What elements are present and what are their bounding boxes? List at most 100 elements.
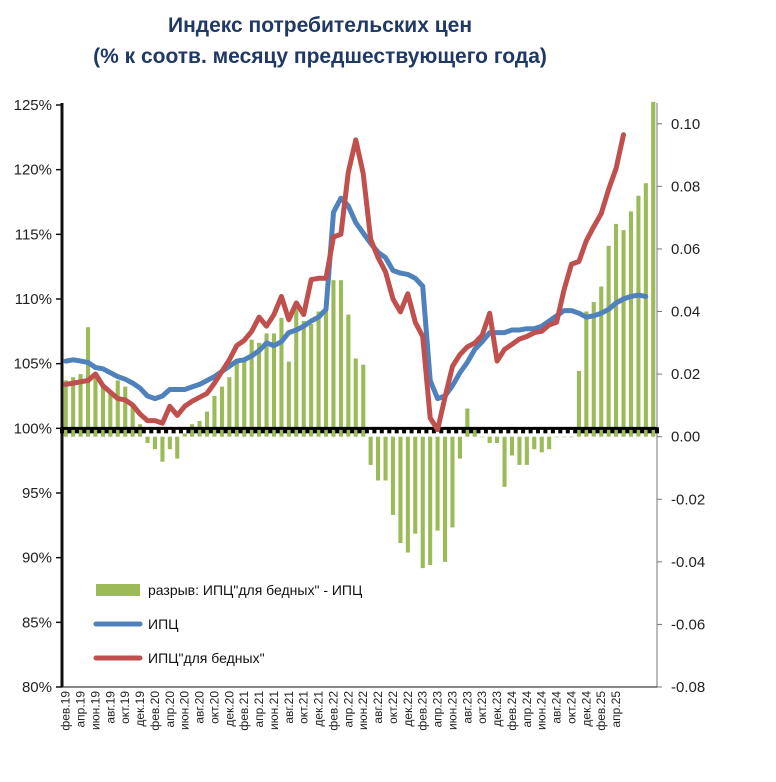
baseline-tick-mark <box>216 427 221 434</box>
gap-bar <box>569 436 574 438</box>
baseline-tick-mark <box>588 427 593 434</box>
legend-label: ИПЦ <box>148 616 179 632</box>
chart-title: Индекс потребительских цен <box>167 14 473 37</box>
ticks-group: 80% 85% 90% 95% 100% 105% 110% 115% 120% 125% -0.0… <box>14 97 706 731</box>
gap-bar <box>547 436 552 450</box>
baseline-tick-mark <box>417 427 421 434</box>
y-left-tick-label: 95% <box>22 485 52 502</box>
baseline-tick-mark <box>201 427 206 434</box>
gap-bar <box>175 436 180 459</box>
baseline-tick-mark <box>112 427 117 434</box>
gap-bar <box>480 436 485 438</box>
baseline-tick-mark <box>104 427 109 434</box>
x-tick-label: дек.23 <box>490 691 504 727</box>
x-tick-label: фев.23 <box>416 691 430 731</box>
baseline-tick-mark <box>379 427 384 434</box>
baseline-tick-mark <box>97 427 102 434</box>
gap-bar <box>331 280 336 437</box>
x-tick-label: авг.19 <box>103 691 117 724</box>
gap-bar <box>152 436 157 450</box>
x-tick-label: дек.19 <box>133 691 147 727</box>
baseline-tick-mark <box>208 427 213 434</box>
baseline-tick-mark <box>320 427 325 434</box>
x-tick-label: июн.20 <box>178 691 192 730</box>
gap-bar <box>182 433 187 437</box>
baseline-tick-mark <box>632 427 637 434</box>
x-tick-label: июн.23 <box>446 691 460 730</box>
x-tick-label: июн.21 <box>267 691 281 730</box>
gap-bar <box>93 374 98 437</box>
gap-bar <box>643 183 648 437</box>
gap-bar <box>428 436 433 565</box>
baseline-tick-mark <box>186 427 191 434</box>
y-left-tick-label: 90% <box>22 550 52 567</box>
gap-bar <box>212 396 217 437</box>
gap-bar <box>621 230 626 437</box>
gap-bar <box>294 308 299 437</box>
gap-bar <box>435 436 440 531</box>
y-left-tick-label: 85% <box>22 614 52 631</box>
baseline-tick-mark <box>253 427 258 434</box>
baseline-tick-mark <box>483 427 488 434</box>
x-tick-label: апр.24 <box>520 691 534 728</box>
baseline-tick-mark <box>610 427 615 434</box>
y-right-tick-label: -0.04 <box>671 554 705 571</box>
gap-bar <box>420 436 425 569</box>
axes-group <box>60 103 659 688</box>
baseline-tick-mark <box>550 427 555 434</box>
gap-bar <box>502 436 507 487</box>
gap-bar <box>316 311 321 437</box>
x-tick-label: авг.22 <box>371 691 385 724</box>
baseline-tick-mark <box>431 427 436 434</box>
x-tick-label: апр.23 <box>431 691 445 728</box>
y-right-tick-label: 0.06 <box>671 241 700 258</box>
baseline-tick-mark <box>491 427 496 434</box>
gap-bar <box>227 377 232 437</box>
gap-bar <box>234 361 239 437</box>
baseline-tick-mark <box>67 427 72 434</box>
gap-bar <box>286 361 291 437</box>
baseline-tick-mark <box>647 427 652 434</box>
x-tick-label: дек.24 <box>579 691 593 727</box>
baseline-tick-mark <box>372 427 377 434</box>
x-tick-label: апр.25 <box>609 691 623 728</box>
gap-bar <box>368 436 373 465</box>
baseline-tick-mark <box>275 427 280 434</box>
baseline-tick-mark <box>439 427 444 434</box>
gap-bar <box>338 280 343 437</box>
baseline-tick-mark <box>342 427 347 434</box>
gap-bar <box>279 317 284 437</box>
y-right-tick-label: 0.00 <box>671 429 700 446</box>
baseline-tick-mark <box>74 427 79 434</box>
gap-bar <box>190 424 195 437</box>
y-right-tick-label: 0.04 <box>671 304 700 321</box>
chart-title-block: Индекс потребительских цен (% к соотв. м… <box>0 10 640 72</box>
y-left-tick-label: 100% <box>14 420 52 437</box>
x-tick-label: апр.20 <box>163 691 177 728</box>
y-left-tick-label: 115% <box>15 226 52 243</box>
baseline-tick-mark <box>268 427 273 434</box>
x-tick-label: фев.24 <box>505 691 519 731</box>
baseline-tick-mark <box>260 427 265 434</box>
baseline-tick-mark <box>335 427 340 434</box>
x-tick-label: дек.20 <box>222 691 236 727</box>
baseline-tick-mark <box>164 427 169 434</box>
x-tick-label: фев.22 <box>327 691 341 731</box>
baseline-tick-mark <box>327 427 332 434</box>
baseline-tick-mark <box>223 427 228 434</box>
chart-subtitle: (% к соотв. месяцу предшествующего года) <box>93 45 547 68</box>
baseline-tick-mark <box>82 427 87 434</box>
y-right-tick-label: -0.06 <box>671 616 705 633</box>
gap-bar <box>599 286 604 437</box>
gap-bar <box>205 411 210 437</box>
x-tick-label: авг.24 <box>550 691 564 724</box>
baseline-tick-mark <box>476 427 481 434</box>
baseline-tick-mark <box>640 427 645 434</box>
baseline-tick-mark <box>171 427 176 434</box>
gap-bar <box>249 339 254 437</box>
baseline-tick-mark <box>506 427 511 434</box>
baseline-tick-mark <box>60 427 64 434</box>
baseline-tick-mark <box>573 427 578 434</box>
gap-bar <box>450 436 455 528</box>
gap-bar <box>130 405 135 437</box>
